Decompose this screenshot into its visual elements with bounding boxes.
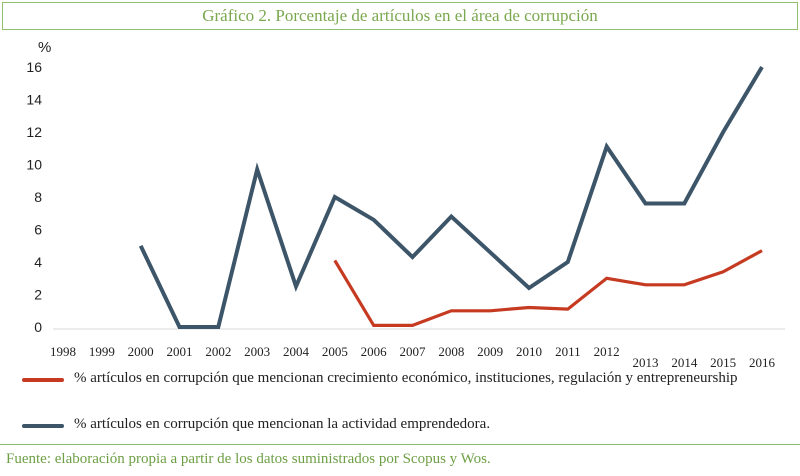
y-tick-label: 4 xyxy=(34,254,42,270)
x-tick-label: 2003 xyxy=(244,344,270,359)
line-chart: % 0 2 4 6 8 10 12 14 16 1998 1999 2000 2001 2002 2003 20… xyxy=(26,39,785,368)
legend-swatch-red xyxy=(22,378,64,382)
y-tick-label: 12 xyxy=(26,124,42,140)
y-axis-label: % xyxy=(38,39,51,56)
y-tick-label: 6 xyxy=(34,222,42,238)
x-tick-label: 2005 xyxy=(322,344,348,359)
x-tick-label: 2014 xyxy=(671,355,698,368)
legend-label-red: % artículos en corrupción que mencionan … xyxy=(74,370,738,386)
y-tick-label: 10 xyxy=(26,157,42,173)
y-tick-label: 16 xyxy=(26,59,42,75)
series-line-red xyxy=(333,249,763,327)
legend-label-blue: % artículos en corrupción que mencionan … xyxy=(74,416,491,432)
x-tick-label: 2011 xyxy=(555,344,581,359)
x-tick-label: 1998 xyxy=(50,344,76,359)
chart-title-bar: Gráfico 2. Porcentaje de artículos en el… xyxy=(2,2,798,30)
x-tick-label: 1999 xyxy=(89,344,115,359)
x-tick-label: 2006 xyxy=(361,344,388,359)
chart-title: Gráfico 2. Porcentaje de artículos en el… xyxy=(202,6,598,25)
x-tick-label: 2008 xyxy=(438,344,464,359)
legend-swatch-blue xyxy=(22,424,64,428)
x-tick-label: 2016 xyxy=(749,355,776,368)
chart-series xyxy=(138,65,764,329)
source-bar: Fuente: elaboración propia a partir de l… xyxy=(0,444,800,476)
x-tick-label: 2009 xyxy=(477,344,503,359)
x-tick-label: 2013 xyxy=(633,355,659,368)
x-tick-label: 2004 xyxy=(283,344,310,359)
y-tick-label: 2 xyxy=(34,287,42,303)
x-tick-label: 2002 xyxy=(205,344,231,359)
chart-axes: % 0 2 4 6 8 10 12 14 16 1998 1999 2000 2001 2002 2003 20… xyxy=(26,39,785,368)
x-tick-label: 2007 xyxy=(400,344,427,359)
legend-item-red: % artículos en corrupción que mencionan … xyxy=(22,370,774,387)
y-tick-label: 0 xyxy=(34,319,42,335)
y-tick-label: 8 xyxy=(34,189,42,205)
y-tick-label: 14 xyxy=(26,92,42,108)
x-tick-label: 2001 xyxy=(167,344,193,359)
legend-item-blue: % artículos en corrupción que mencionan … xyxy=(22,416,774,433)
series-line-blue xyxy=(138,65,764,329)
x-tick-label: 2015 xyxy=(710,355,736,368)
x-tick-label: 2010 xyxy=(516,344,542,359)
x-tick-label: 2000 xyxy=(128,344,154,359)
source-note: Fuente: elaboración propia a partir de l… xyxy=(6,451,491,467)
x-tick-label: 2012 xyxy=(594,344,620,359)
